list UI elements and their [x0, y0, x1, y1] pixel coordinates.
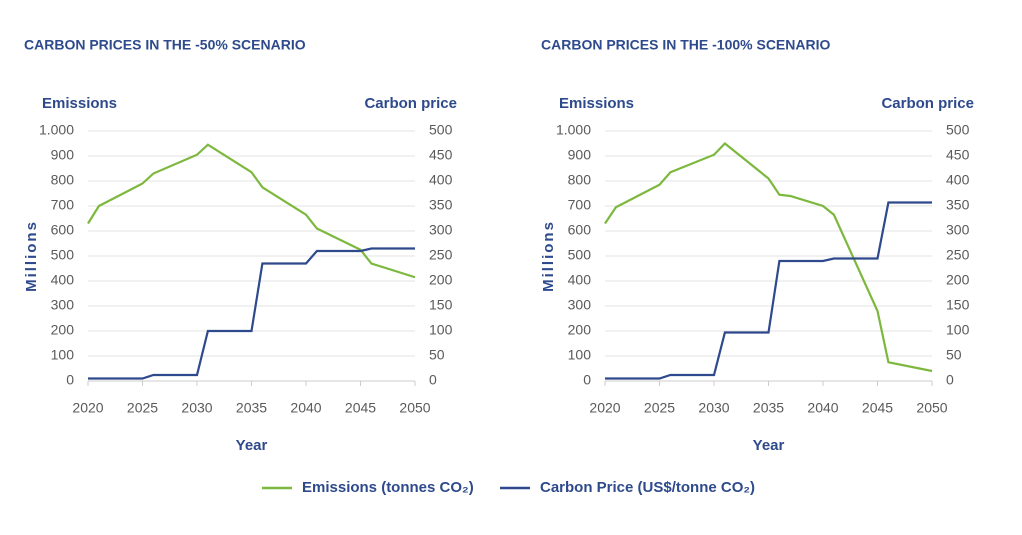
y2-tick-label: 400 [946, 172, 970, 188]
y2-tick-label: 50 [429, 347, 445, 363]
y2-tick-label: 100 [429, 322, 453, 338]
y-tick-label: 100 [51, 347, 75, 363]
y2-tick-label: 400 [429, 172, 453, 188]
legend-label: Carbon Price (US$/tonne CO₂) [540, 479, 755, 496]
y-tick-label: 500 [568, 247, 592, 263]
y-tick-label: 800 [568, 172, 592, 188]
y-tick-label: 200 [51, 322, 75, 338]
y-tick-label: 600 [51, 222, 75, 238]
y2-tick-label: 250 [429, 247, 453, 263]
x-tick-label: 2040 [290, 400, 321, 416]
x-tick-label: 2030 [181, 400, 212, 416]
x-axis-title: Year [236, 437, 268, 454]
y2-tick-label: 300 [429, 222, 453, 238]
y-tick-label: 200 [568, 322, 592, 338]
data-line [605, 201, 932, 380]
y2-tick-label: 200 [429, 272, 453, 288]
y2-tick-label: 0 [946, 372, 954, 388]
x-tick-label: 2025 [127, 400, 158, 416]
x-tick-label: 2045 [862, 400, 893, 416]
y2-tick-label: 150 [946, 297, 970, 313]
y2-tick-label: 150 [429, 297, 453, 313]
y-tick-label: 900 [568, 147, 592, 163]
y2-tick-label: 250 [946, 247, 970, 263]
x-tick-label: 2050 [916, 400, 947, 416]
y2-tick-label: 0 [429, 372, 437, 388]
y-tick-label: 500 [51, 247, 75, 263]
x-tick-label: 2035 [753, 400, 784, 416]
y-unit: Millions [540, 220, 557, 292]
chart-title: CARBON PRICES IN THE -100% SCENARIO [541, 37, 830, 53]
y2-tick-label: 350 [946, 197, 970, 213]
y-tick-label: 1.000 [556, 122, 591, 138]
y-tick-label: 400 [51, 272, 75, 288]
y-tick-label: 100 [568, 347, 592, 363]
x-tick-label: 2020 [589, 400, 620, 416]
x-tick-label: 2040 [807, 400, 838, 416]
y-tick-label: 700 [568, 197, 592, 213]
y-axis-title: Emissions [42, 95, 117, 112]
y-tick-label: 300 [568, 297, 592, 313]
data-line [87, 143, 416, 279]
y-tick-label: 800 [51, 172, 75, 188]
y2-tick-label: 200 [946, 272, 970, 288]
y2-tick-label: 450 [429, 147, 453, 163]
y2-tick-label: 100 [946, 322, 970, 338]
y-tick-label: 900 [51, 147, 75, 163]
y-tick-label: 400 [568, 272, 592, 288]
y2-axis-title: Carbon price [881, 95, 974, 112]
x-tick-label: 2020 [72, 400, 103, 416]
x-tick-label: 2050 [399, 400, 430, 416]
y-tick-label: 1.000 [39, 122, 74, 138]
y2-tick-label: 500 [946, 122, 970, 138]
y-tick-label: 600 [568, 222, 592, 238]
x-tick-label: 2025 [644, 400, 675, 416]
y2-tick-label: 300 [946, 222, 970, 238]
data-line [604, 142, 933, 373]
y2-tick-label: 50 [946, 347, 962, 363]
y-unit: Millions [23, 220, 40, 292]
y-tick-label: 700 [51, 197, 75, 213]
data-line [88, 247, 415, 380]
y2-tick-label: 500 [429, 122, 453, 138]
y2-tick-label: 450 [946, 147, 970, 163]
legend-label: Emissions (tonnes CO₂) [302, 479, 474, 496]
y-tick-label: 0 [66, 372, 74, 388]
y2-axis-title: Carbon price [364, 95, 457, 112]
y-tick-label: 300 [51, 297, 75, 313]
chart-title: CARBON PRICES IN THE -50% SCENARIO [24, 37, 306, 53]
x-tick-label: 2045 [345, 400, 376, 416]
x-axis-title: Year [753, 437, 785, 454]
x-tick-label: 2035 [236, 400, 267, 416]
y-tick-label: 0 [583, 372, 591, 388]
x-tick-label: 2030 [698, 400, 729, 416]
y2-tick-label: 350 [429, 197, 453, 213]
y-axis-title: Emissions [559, 95, 634, 112]
